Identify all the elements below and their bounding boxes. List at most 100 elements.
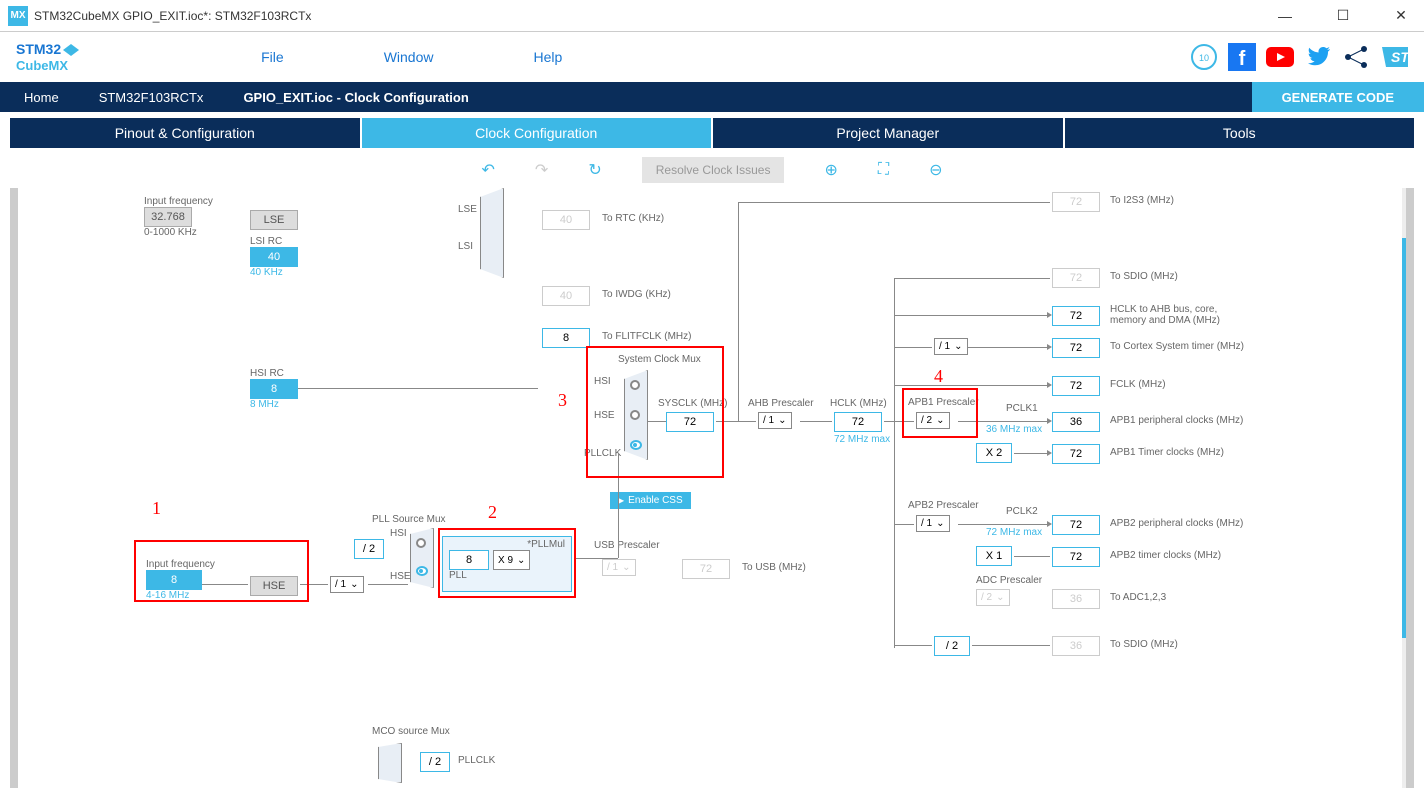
close-button[interactable]: ✕ (1386, 1, 1416, 31)
lsi-mux-label: LSI (458, 241, 473, 252)
annotation-box-3 (586, 346, 724, 478)
mco-pllclk-label: PLLCLK (458, 755, 495, 766)
menu-window[interactable]: Window (384, 49, 434, 65)
apb2-periph-value: 72 (1052, 515, 1100, 535)
badge-icon[interactable]: 10 (1190, 43, 1218, 71)
cortex-label: To Cortex System timer (MHz) (1110, 341, 1244, 352)
svg-text:f: f (1239, 48, 1246, 70)
rtc-mux[interactable] (480, 188, 504, 278)
adc-label: To ADC1,2,3 (1110, 592, 1166, 603)
ahb-pre-label: AHB Prescaler (748, 398, 814, 409)
st-logo-icon[interactable]: ST (1380, 43, 1408, 71)
hclk-value[interactable]: 72 (834, 412, 882, 432)
i2s3-value: 72 (1052, 192, 1100, 212)
menu-help[interactable]: Help (533, 49, 562, 65)
annotation-box-2 (438, 528, 576, 598)
lse-box: LSE (250, 210, 298, 230)
cortex-divider[interactable]: / 1 (934, 338, 968, 355)
apb2-divider[interactable]: / 1 (916, 515, 950, 532)
usb-value: 72 (682, 559, 730, 579)
hse-divider[interactable]: / 1 (330, 576, 364, 593)
redo-icon[interactable]: ↷ (535, 160, 548, 180)
pll-hse-label: HSE (390, 571, 411, 582)
svg-text:10: 10 (1199, 53, 1209, 63)
pclk1-max-label: 36 MHz max (986, 424, 1042, 435)
tab-pinout[interactable]: Pinout & Configuration (10, 118, 362, 148)
hsi-div2: / 2 (354, 539, 384, 559)
usb-pre-label: USB Prescaler (594, 540, 660, 551)
apb1-timer-value: 72 (1052, 444, 1100, 464)
adc-value: 36 (1052, 589, 1100, 609)
lsi-value: 40 (250, 247, 298, 267)
annotation-box-4 (902, 388, 978, 438)
generate-code-button[interactable]: GENERATE CODE (1252, 82, 1424, 112)
ahb-bus-value: 72 (1052, 306, 1100, 326)
fullscreen-icon[interactable]: ⛶ (878, 161, 889, 179)
rtc-label: To RTC (KHz) (602, 213, 664, 224)
header: STM32 CubeMX File Window Help 10 f ST (0, 32, 1424, 82)
facebook-icon[interactable]: f (1228, 43, 1256, 71)
resolve-clock-button[interactable]: Resolve Clock Issues (642, 157, 785, 183)
ahb-divider[interactable]: / 1 (758, 412, 792, 429)
clock-canvas[interactable]: Input frequency 32.768 0-1000 KHz LSE LS… (10, 188, 1414, 788)
apb2-timer-label: APB2 timer clocks (MHz) (1110, 550, 1221, 561)
twitter-icon[interactable] (1304, 43, 1332, 71)
ahb-bus-label: HCLK to AHB bus, core, memory and DMA (M… (1110, 304, 1240, 326)
lse-input-freq-label: Input frequency (144, 196, 213, 207)
hclk-max-label: 72 MHz max (834, 434, 890, 445)
apb2-x1: X 1 (976, 546, 1012, 566)
adc-divider[interactable]: / 2 (976, 589, 1010, 606)
menubar: File Window Help (261, 49, 562, 65)
flitf-value: 8 (542, 328, 590, 348)
share-icon[interactable] (1342, 43, 1370, 71)
breadcrumb-home[interactable]: Home (0, 82, 75, 112)
annotation-label-3: 3 (558, 390, 567, 411)
zoom-in-icon[interactable]: ⊕ (824, 160, 837, 180)
toolbar: ↶ ↷ ↻ Resolve Clock Issues ⊕ ⛶ ⊖ (0, 152, 1424, 188)
breadcrumb: Home STM32F103RCTx GPIO_EXIT.ioc - Clock… (0, 82, 1424, 112)
iwdg-value: 40 (542, 286, 590, 306)
sdio2-label: To SDIO (MHz) (1110, 639, 1178, 650)
i2s3-label: To I2S3 (MHz) (1110, 195, 1174, 206)
maximize-button[interactable]: ☐ (1328, 1, 1358, 31)
hsi-mhz-label: 8 MHz (250, 399, 298, 410)
cortex-value: 72 (1052, 338, 1100, 358)
pll-src-mux[interactable] (410, 528, 434, 588)
sdio2-value: 36 (1052, 636, 1100, 656)
minimize-button[interactable]: — (1270, 1, 1300, 31)
lse-range-label: 0-1000 KHz (144, 227, 213, 238)
breadcrumb-file[interactable]: GPIO_EXIT.ioc - Clock Configuration (219, 82, 484, 112)
logo: STM32 CubeMX (16, 42, 81, 72)
menu-file[interactable]: File (261, 49, 284, 65)
titlebar: MX STM32CubeMX GPIO_EXIT.ioc*: STM32F103… (0, 0, 1424, 32)
annotation-label-4: 4 (934, 366, 943, 387)
tab-tools[interactable]: Tools (1065, 118, 1415, 148)
sdio-value: 72 (1052, 268, 1100, 288)
lse-value[interactable]: 32.768 (144, 207, 192, 227)
annotation-label-2: 2 (488, 502, 497, 523)
flitf-label: To FLITFCLK (MHz) (602, 331, 691, 342)
hsi-rc-label: HSI RC (250, 368, 298, 379)
iwdg-label: To IWDG (KHz) (602, 289, 671, 300)
apb1-x2: X 2 (976, 443, 1012, 463)
undo-icon[interactable]: ↶ (482, 160, 495, 180)
rtc-value: 40 (542, 210, 590, 230)
mco-mux[interactable] (378, 743, 402, 783)
tab-project[interactable]: Project Manager (713, 118, 1065, 148)
vertical-scrollbar[interactable] (1402, 188, 1412, 788)
tabs: Pinout & Configuration Clock Configurati… (10, 118, 1414, 148)
refresh-icon[interactable]: ↻ (588, 160, 601, 180)
fclk-label: FCLK (MHz) (1110, 379, 1166, 390)
breadcrumb-chip[interactable]: STM32F103RCTx (75, 82, 220, 112)
pll-src-mux-label: PLL Source Mux (372, 514, 446, 525)
svg-text:ST: ST (1391, 49, 1408, 65)
pclk1-label: PCLK1 (1006, 403, 1038, 414)
usb-divider[interactable]: / 1 (602, 559, 636, 576)
tab-clock[interactable]: Clock Configuration (362, 118, 714, 148)
enable-css-button[interactable]: Enable CSS (610, 492, 691, 509)
youtube-icon[interactable] (1266, 43, 1294, 71)
zoom-out-icon[interactable]: ⊖ (929, 160, 942, 180)
pclk2-label: PCLK2 (1006, 506, 1038, 517)
apb1-timer-label: APB1 Timer clocks (MHz) (1110, 447, 1224, 458)
usb-label: To USB (MHz) (742, 562, 806, 573)
